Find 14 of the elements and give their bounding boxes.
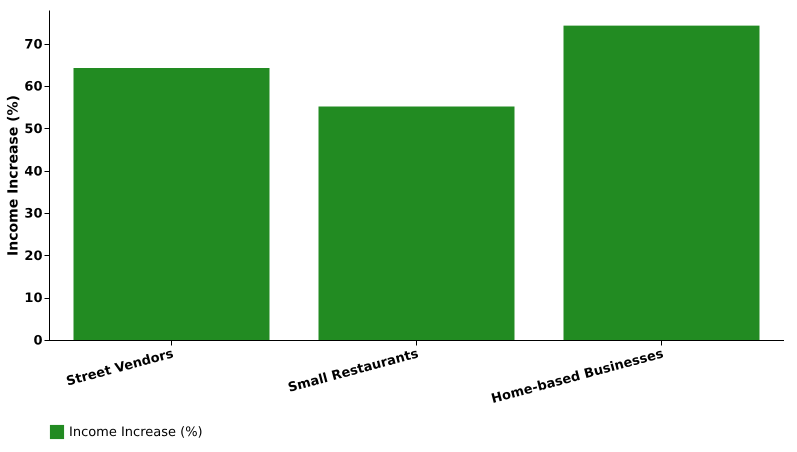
bar	[318, 106, 514, 340]
y-tick-label: 40	[24, 164, 42, 180]
y-tick-label: 60	[24, 80, 42, 95]
bar	[564, 26, 760, 340]
y-tick-label: 0	[33, 334, 42, 348]
y-tick-label: 50	[24, 122, 42, 137]
bar	[74, 68, 270, 340]
y-tick-label: 30	[24, 206, 42, 222]
y-axis-title: Income Increase (%)	[5, 95, 22, 256]
y-tick-label: 20	[24, 248, 42, 264]
y-tick-label: 10	[24, 291, 42, 306]
y-tick-label: 70	[24, 37, 42, 52]
legend-label: Income Increase (%)	[69, 425, 203, 440]
x-tick-label: Street Vendors	[64, 346, 176, 390]
